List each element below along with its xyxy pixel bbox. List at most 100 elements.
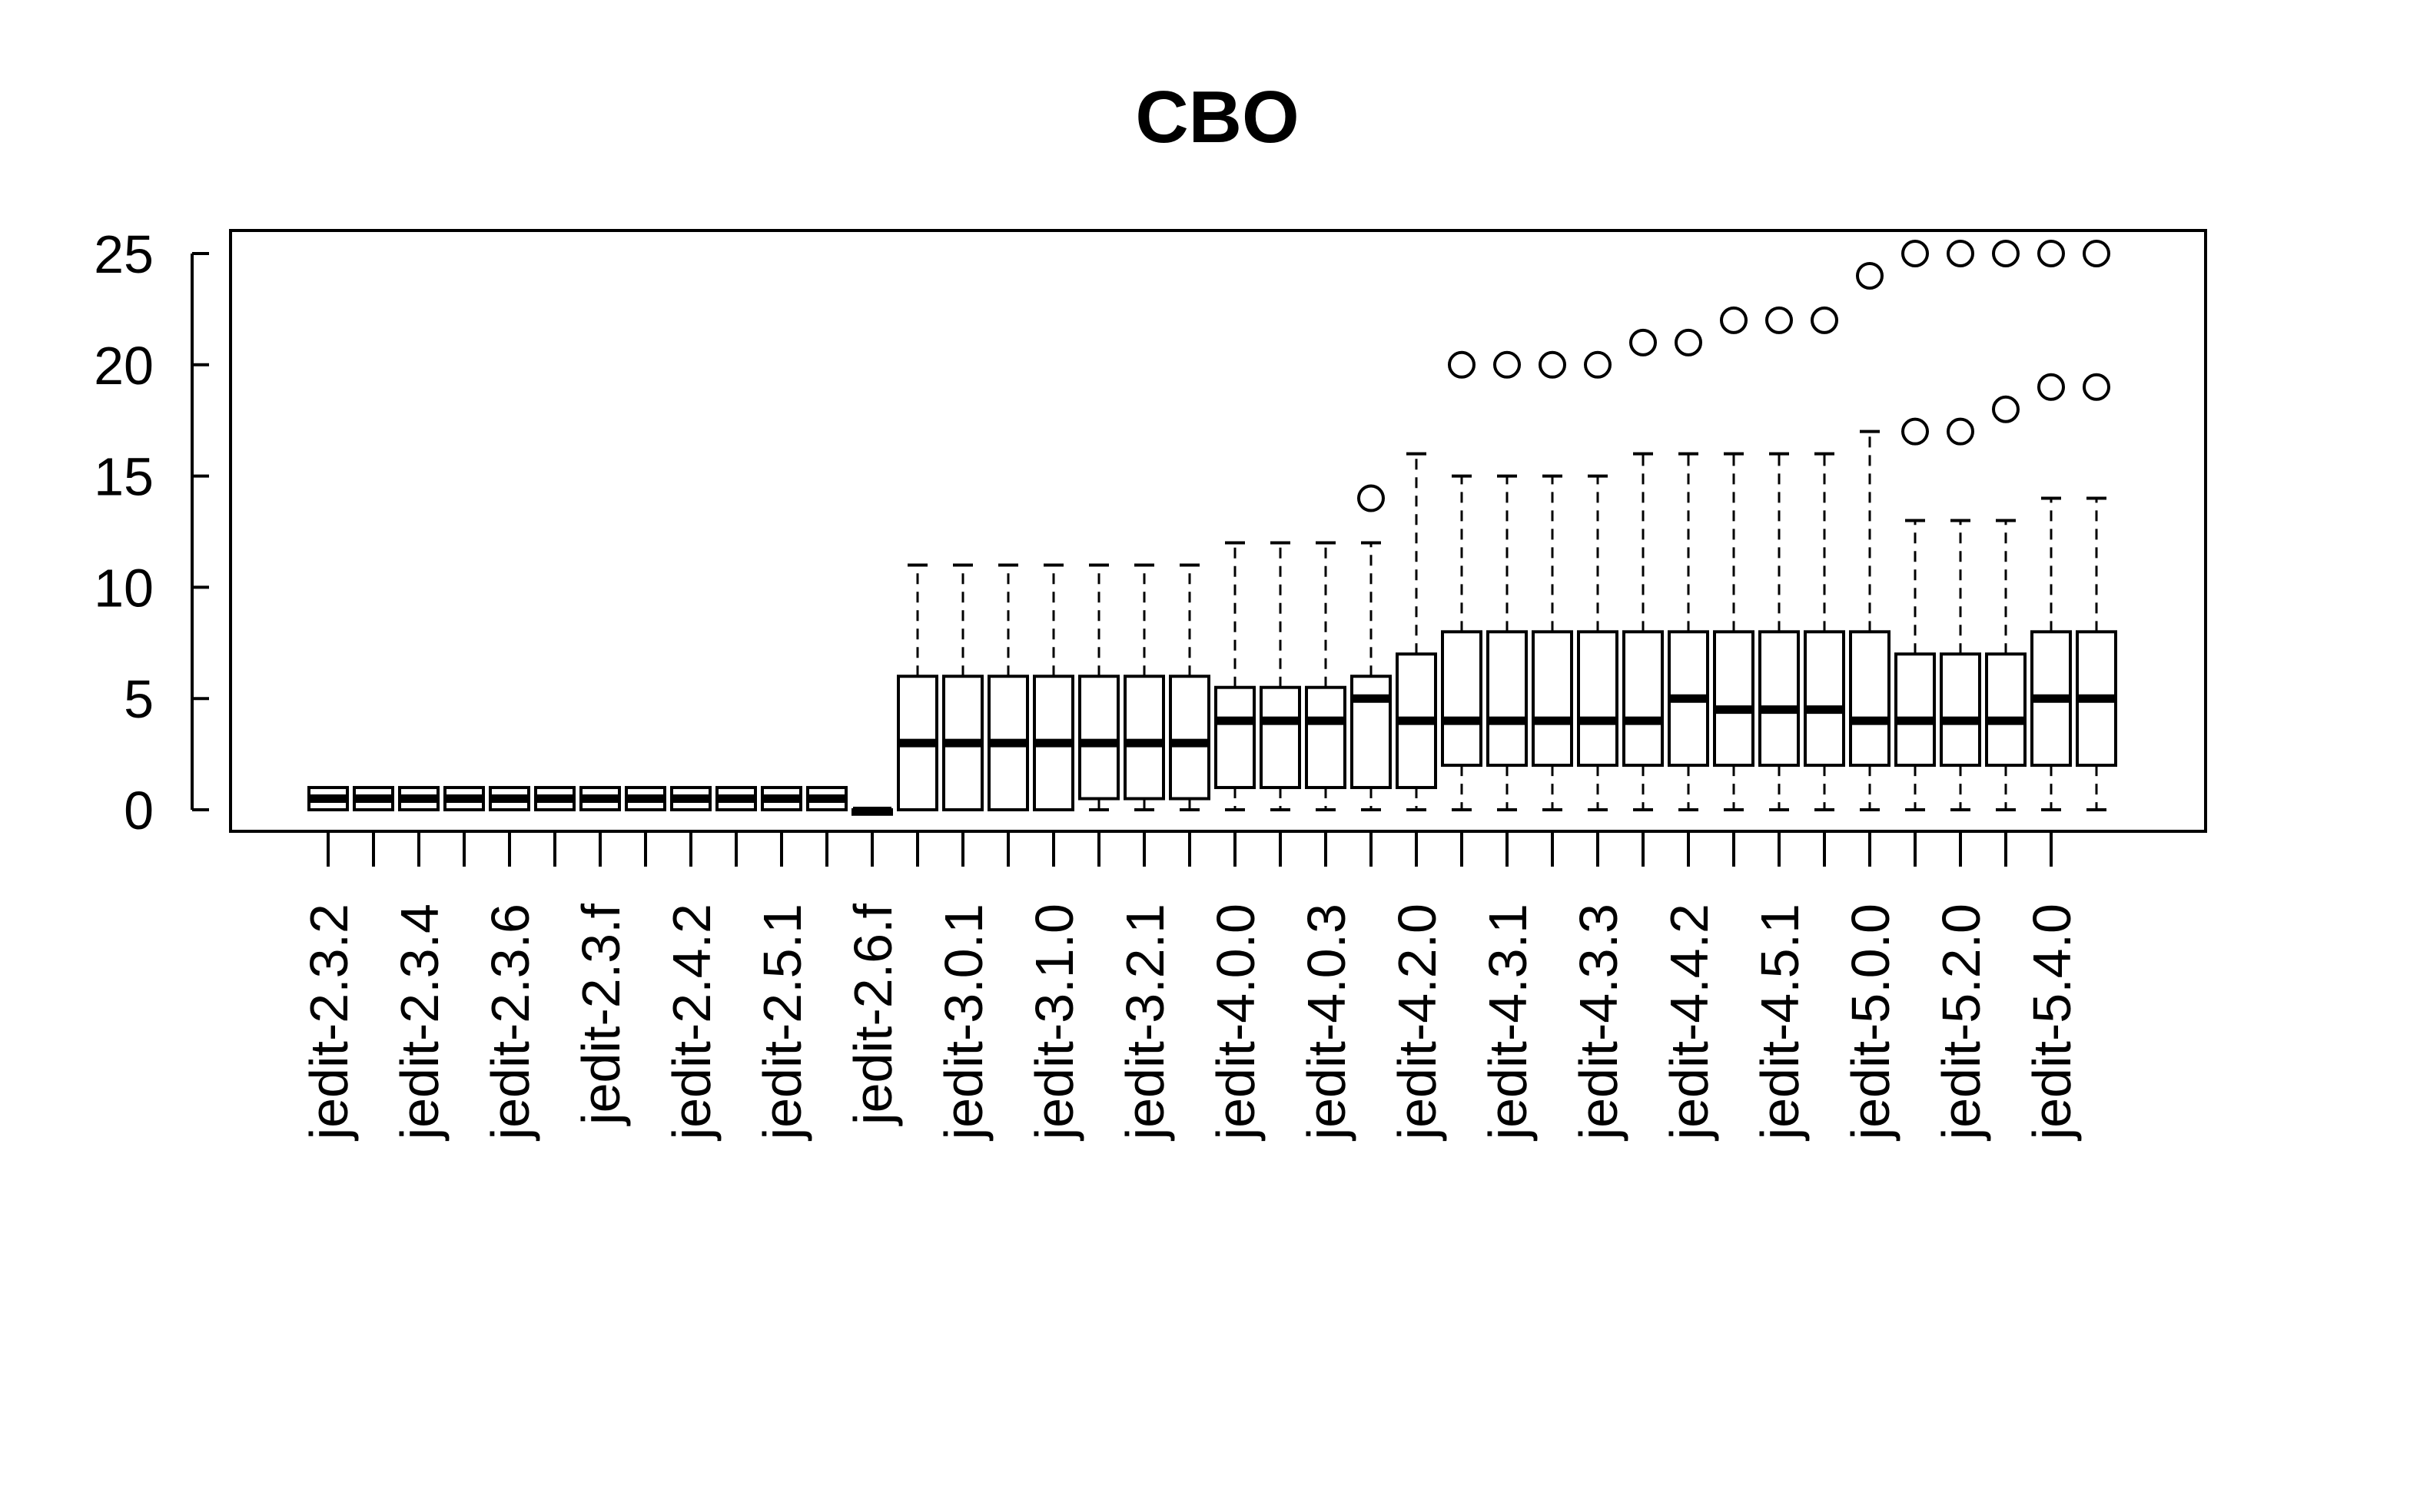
box-item [942, 563, 984, 811]
x-tick-label: jedit-2.3.2 [299, 904, 359, 1141]
box-item [579, 786, 621, 812]
box-item [1124, 563, 1165, 811]
box-item [2030, 240, 2072, 811]
chart-title: CBO [1135, 76, 1299, 158]
box-item [443, 786, 485, 812]
outlier-point [1947, 417, 1974, 446]
outlier-point [2083, 373, 2110, 401]
box-item [988, 563, 1029, 811]
box-rect [1350, 675, 1392, 790]
box-item [1033, 563, 1074, 811]
box-item [1849, 261, 1891, 811]
box-item [353, 786, 394, 812]
box-rect [1441, 630, 1482, 768]
outlier-point [1357, 484, 1385, 512]
box-rect [1577, 630, 1618, 768]
x-tick-label: jedit-4.3.3 [1569, 904, 1628, 1141]
box-item [307, 786, 349, 812]
box-item [761, 786, 802, 812]
outlier-point [1992, 240, 2020, 267]
box-rect [1260, 685, 1301, 790]
x-tick-label: jedit-4.4.2 [1659, 904, 1719, 1141]
x-tick-label: jedit-3.2.1 [1115, 904, 1175, 1141]
box-rect [1940, 652, 1981, 768]
outlier-point [1856, 261, 1884, 290]
box-rect [1532, 630, 1573, 768]
box-item [1260, 541, 1301, 811]
boxes-group [307, 240, 2117, 816]
box-item [670, 786, 712, 812]
box-item [534, 786, 576, 812]
x-tick-label: jedit-3.1.0 [1024, 904, 1084, 1141]
outlier-point [2037, 240, 2065, 267]
x-tick-label: jedit-2.5.1 [752, 904, 812, 1141]
outlier-point [1539, 350, 1566, 379]
box-item [2076, 240, 2117, 811]
x-tick-label: jedit-2.6.f [843, 903, 903, 1126]
box-item [1713, 306, 1754, 811]
box-rect [1305, 685, 1346, 790]
y-tick-label: 20 [94, 336, 154, 396]
x-tick-label: jedit-4.0.3 [1296, 904, 1356, 1141]
box-rect [1214, 685, 1256, 790]
box-item [1532, 350, 1573, 811]
y-tick-label: 10 [94, 558, 154, 618]
box-rect [1169, 675, 1210, 801]
outlier-point [1448, 350, 1476, 379]
outlier-point [1811, 306, 1838, 334]
x-tick-label: jedit-5.4.0 [2022, 904, 2082, 1141]
box-item [1441, 350, 1482, 811]
x-tick-label: jedit-2.3.6 [480, 904, 540, 1141]
box-item [897, 563, 938, 811]
box-item [1305, 541, 1346, 811]
outlier-point [1675, 328, 1702, 356]
x-tick-label: jedit-2.3.f [571, 903, 631, 1126]
box-item [1894, 240, 1936, 811]
box-item [1622, 328, 1664, 811]
x-tick-label: jedit-3.0.1 [934, 904, 994, 1141]
x-tick-label: jedit-4.2.0 [1387, 904, 1447, 1141]
outlier-point [2083, 240, 2110, 267]
box-item [1214, 541, 1256, 811]
box-item [1078, 563, 1120, 811]
box-rect [1985, 652, 2027, 768]
x-tick-label: jedit-5.0.0 [1841, 904, 1900, 1141]
outlier-point [2037, 373, 2065, 401]
outlier-point [1493, 350, 1521, 379]
x-tick-label: jedit-2.4.2 [662, 904, 722, 1141]
box-item [1577, 350, 1618, 811]
box-item [1985, 240, 2027, 811]
x-axis: jedit-2.3.2 jedit-2.3.4 jedit-2.3.6 jedit-2… [299, 830, 2096, 1141]
outlier-point [1584, 350, 1612, 379]
box-rect [1124, 675, 1165, 801]
outlier-point [1947, 240, 1974, 267]
outlier-point [1901, 417, 1929, 446]
box-rect [1804, 630, 1845, 768]
outlier-point [1720, 306, 1748, 334]
y-tick-label: 0 [124, 781, 154, 841]
box-item [1486, 350, 1528, 811]
outlier-point [1765, 306, 1793, 334]
box-item [1668, 328, 1709, 811]
box-item [1169, 563, 1210, 811]
box-item [489, 786, 530, 812]
box-rect [1622, 630, 1664, 768]
box-item [1350, 484, 1392, 811]
box-item [1940, 240, 1981, 811]
x-tick-label: jedit-2.3.4 [390, 904, 450, 1141]
box-item [398, 786, 440, 812]
outlier-point [1901, 240, 1929, 267]
y-axis: 0 5 10 15 20 25 [94, 224, 209, 841]
box-rect [1078, 675, 1120, 801]
box-item [1758, 306, 1800, 811]
y-tick-label: 15 [94, 447, 154, 507]
box-item [806, 786, 848, 812]
y-tick-label: 25 [94, 224, 154, 284]
outlier-point [1629, 328, 1657, 356]
box-rect [1849, 630, 1891, 768]
box-rect [1894, 652, 1936, 768]
x-tick-label: jedit-5.2.0 [1931, 904, 1991, 1141]
x-tick-label: jedit-4.5.1 [1750, 904, 1810, 1141]
box-item [1396, 452, 1437, 811]
